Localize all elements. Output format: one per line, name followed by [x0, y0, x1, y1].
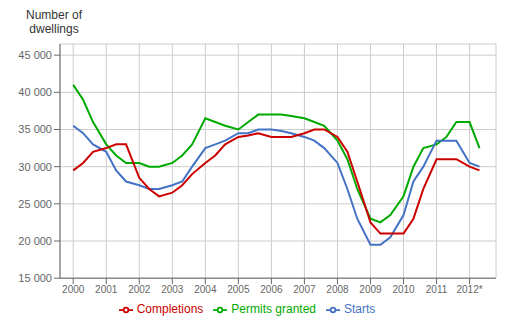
svg-text:2006: 2006: [260, 284, 283, 295]
svg-text:2009: 2009: [359, 284, 382, 295]
html-text:Number of: Number of: [26, 8, 82, 22]
svg-text:2003: 2003: [161, 284, 184, 295]
svg-text:2007: 2007: [293, 284, 316, 295]
html-text:Completions: Completions: [136, 302, 204, 317]
svg-text:2012*: 2012*: [457, 284, 483, 295]
svg-text:35 000: 35 000: [18, 123, 52, 135]
svg-text:2005: 2005: [227, 284, 250, 295]
svg-text:25 000: 25 000: [18, 198, 52, 210]
svg-text:2011: 2011: [426, 284, 448, 295]
svg-text:2001: 2001: [95, 284, 118, 295]
html-text:Starts: Starts: [344, 302, 376, 317]
svg-text:45 000: 45 000: [18, 49, 52, 61]
svg-text:2002: 2002: [128, 284, 151, 295]
svg-text:40 000: 40 000: [18, 86, 52, 98]
svg-text:2010: 2010: [392, 284, 415, 295]
svg-text:2004: 2004: [194, 284, 217, 295]
svg-text:2000: 2000: [62, 284, 85, 295]
svg-text:20 000: 20 000: [18, 235, 52, 247]
html-text:dwellings: dwellings: [29, 22, 79, 36]
svg-text:15 000: 15 000: [18, 272, 52, 284]
html-text:Permits granted: Permits granted: [231, 302, 316, 317]
svg-text:30 000: 30 000: [18, 161, 52, 173]
svg-text:2008: 2008: [326, 284, 349, 295]
